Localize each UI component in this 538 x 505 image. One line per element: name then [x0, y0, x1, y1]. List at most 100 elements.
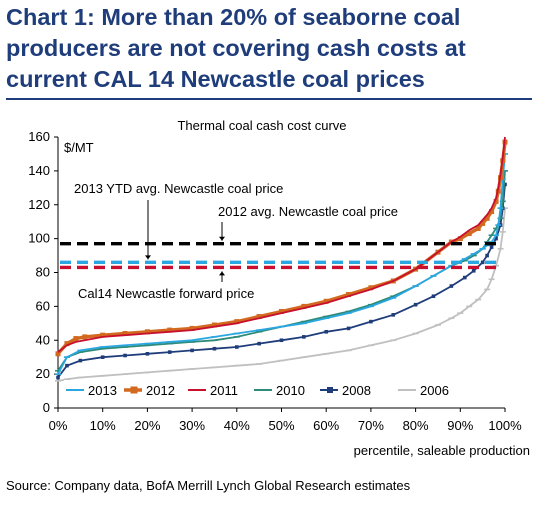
- legend-label-2012: 2012: [146, 383, 175, 398]
- x-tick-label: 80%: [403, 418, 429, 433]
- x-tick-label: 90%: [447, 418, 473, 433]
- series-line-2012: [56, 141, 507, 355]
- point-2008: [212, 346, 217, 351]
- y-tick-label: 60: [36, 298, 50, 313]
- point-2008: [346, 326, 351, 331]
- chart-title-line-2: producers are not covering cash costs at: [6, 35, 466, 61]
- point-2008: [462, 275, 467, 280]
- point-2008: [413, 302, 418, 307]
- title-divider: [6, 98, 532, 100]
- source-note: Source: Company data, BofA Merrill Lynch…: [6, 478, 411, 493]
- series-line-2013: [57, 153, 506, 375]
- x-tick-label: 0%: [49, 418, 68, 433]
- x-tick-label: 50%: [268, 418, 294, 433]
- series-line-2011: [57, 136, 506, 353]
- reference-lines: [60, 242, 501, 270]
- legend-label-2013: 2013: [88, 383, 117, 398]
- y-tick-label: 100: [28, 231, 50, 246]
- point-2008: [78, 358, 83, 363]
- point-2012: [493, 198, 499, 204]
- point-2012: [55, 351, 61, 357]
- y-axis-label: $/MT: [64, 140, 94, 155]
- plot-title: Thermal coal cash cost curve: [177, 118, 346, 133]
- point-2008: [324, 329, 328, 334]
- x-tick-label: 100%: [488, 418, 522, 433]
- legend-box: [64, 380, 504, 402]
- point-2008: [489, 245, 494, 249]
- point-2012: [368, 285, 374, 291]
- point-2008: [431, 294, 436, 299]
- point-2012: [73, 336, 79, 342]
- annotation-2013-ytd: 2013 YTD avg. Newcastle coal price: [74, 181, 283, 196]
- chart-title-line-3: current CAL 14 Newcastle coal prices: [6, 66, 425, 92]
- point-2012: [457, 236, 463, 242]
- point-2012: [189, 325, 195, 331]
- point-2012: [489, 209, 495, 215]
- legend-label-2006: 2006: [420, 383, 449, 398]
- point-2012: [100, 332, 106, 338]
- point-2012: [323, 298, 329, 304]
- y-tick-label: 160: [28, 129, 50, 144]
- point-2008: [279, 338, 284, 343]
- point-2012: [256, 314, 262, 320]
- y-tick-label: 0: [43, 400, 50, 415]
- point-2008: [235, 345, 239, 349]
- point-2012: [144, 329, 150, 335]
- point-2008: [369, 319, 373, 324]
- point-2008: [471, 269, 476, 273]
- legend-label-2008: 2008: [342, 383, 371, 398]
- point-2008: [494, 236, 498, 241]
- point-2008: [503, 182, 507, 187]
- arrow-2013-ytd-head: [145, 255, 151, 260]
- point-2012: [211, 322, 217, 328]
- point-2012: [480, 220, 486, 226]
- cash-cost-curve-chart: Thermal coal cash cost curve $/MT percen…: [28, 118, 530, 458]
- y-tick-label: 20: [36, 366, 50, 381]
- x-tick-label: 30%: [179, 418, 205, 433]
- point-2012: [279, 308, 284, 314]
- point-2008: [145, 352, 150, 356]
- x-tick-label: 10%: [90, 418, 116, 433]
- x-tick-label: 40%: [224, 418, 250, 433]
- y-tick-label: 120: [28, 197, 50, 212]
- point-2012: [167, 327, 173, 333]
- point-2008: [449, 284, 454, 288]
- legend-marker-2008: [327, 387, 333, 393]
- annotation-2012-avg: 2012 avg. Newcastle coal price: [218, 204, 398, 219]
- point-2008: [100, 355, 105, 359]
- y-tick-label: 140: [28, 163, 50, 178]
- x-tick-label: 70%: [358, 418, 384, 433]
- annotation-arrows: [145, 200, 225, 282]
- point-2008: [65, 363, 69, 368]
- x-tick-label: 60%: [313, 418, 339, 433]
- point-2008: [190, 348, 194, 353]
- point-2008: [123, 353, 127, 358]
- point-2012: [234, 319, 240, 325]
- chart-title-block: Chart 1: More than 20% of seaborne coal …: [6, 2, 532, 95]
- point-2012: [64, 341, 70, 347]
- legend-marker-2012: [130, 386, 138, 394]
- y-tick-label: 40: [36, 332, 50, 347]
- arrow-cal14-head: [219, 271, 225, 276]
- point-2008: [167, 350, 172, 354]
- annotation-cal14: Cal14 Newcastle forward price: [78, 286, 254, 301]
- legend-label-2010: 2010: [276, 383, 305, 398]
- point-2008: [485, 253, 489, 258]
- series-layer: [55, 136, 508, 382]
- point-2012: [301, 303, 307, 309]
- point-2008: [302, 335, 306, 339]
- point-2008: [56, 375, 60, 380]
- point-2012: [346, 292, 352, 298]
- x-axis-label: percentile, saleable production: [354, 443, 530, 458]
- chart-title-line-1: Chart 1: More than 20% of seaborne coal: [6, 4, 461, 30]
- point-2008: [480, 260, 485, 265]
- point-2008: [257, 341, 261, 346]
- point-2012: [484, 215, 490, 221]
- point-2012: [466, 231, 472, 237]
- point-2012: [475, 225, 481, 231]
- legend: 2013 2012 2011 2010 2008 2006: [66, 383, 449, 398]
- y-tick-label: 80: [36, 265, 50, 280]
- legend-label-2011: 2011: [210, 383, 238, 398]
- point-2012: [122, 330, 128, 336]
- point-2012: [82, 334, 88, 340]
